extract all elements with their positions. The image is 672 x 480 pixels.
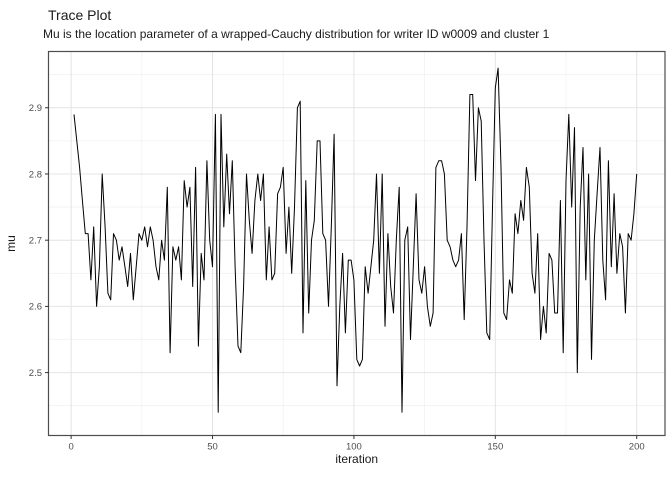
svg-text:2.9: 2.9 [29,103,42,114]
svg-text:50: 50 [207,442,218,453]
y-axis-title: mu [4,235,18,252]
svg-text:2.8: 2.8 [29,169,42,180]
panel-grid-major [48,51,665,436]
svg-text:mu: mu [4,235,18,252]
y-axis-tick-labels: 2.5 2.6 2.7 2.8 2.9 [29,103,42,379]
svg-text:2.5: 2.5 [29,368,42,379]
x-axis-ticks [70,435,638,439]
plot-subtitle: Mu is the location parameter of a wrappe… [43,27,550,41]
trace-line [73,67,638,413]
x-axis-tick-labels: 0 50 100 150 200 [68,442,644,453]
svg-text:100: 100 [346,442,362,453]
svg-text:2.7: 2.7 [29,235,42,246]
svg-text:2.6: 2.6 [29,302,42,313]
svg-text:iteration: iteration [335,452,378,466]
plot-title: Trace Plot [48,7,112,23]
x-axis-title: iteration [335,452,378,466]
panel-grid-minor [48,51,665,436]
y-axis-ticks [45,107,49,374]
svg-text:200: 200 [629,442,645,453]
panel-border [47,50,666,437]
svg-text:0: 0 [68,442,73,453]
svg-text:150: 150 [487,442,503,453]
